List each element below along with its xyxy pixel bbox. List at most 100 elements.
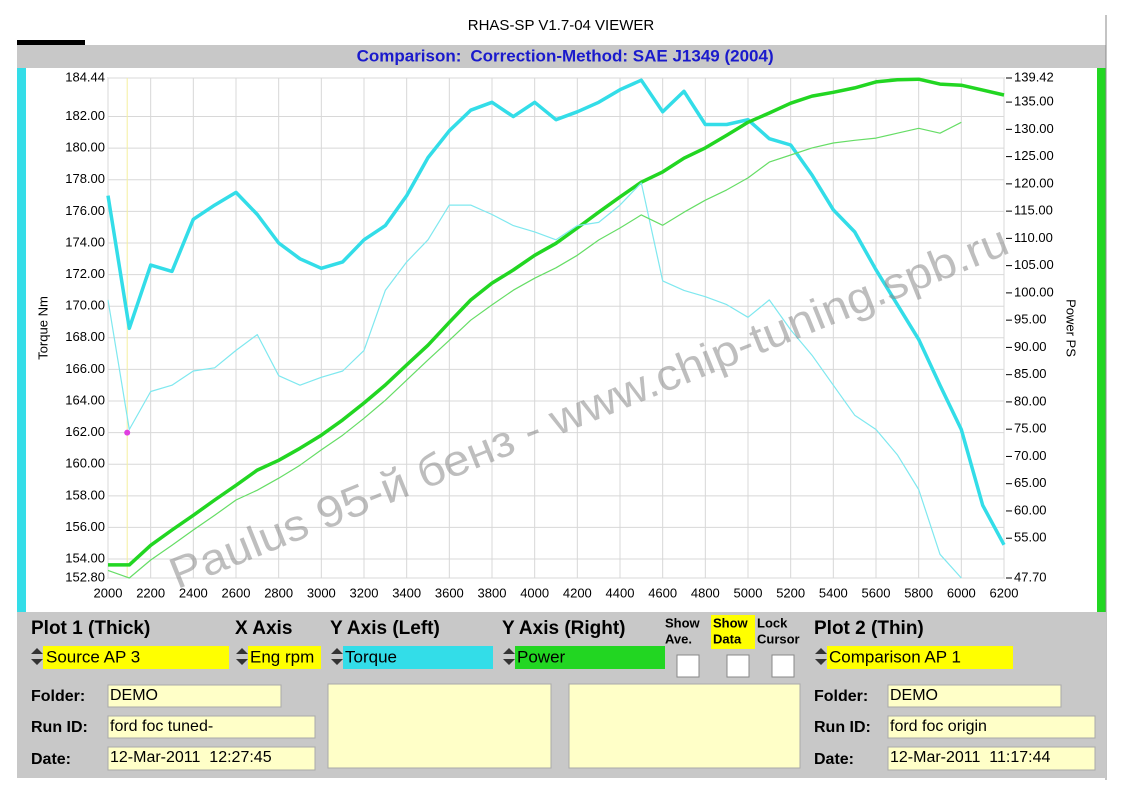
series-line: [107, 121, 962, 579]
x-tick-label: 4000: [520, 585, 549, 600]
field-value: DEMO: [110, 687, 158, 704]
selector-box: [343, 646, 493, 669]
y-tick-label: 152.80: [65, 569, 105, 584]
selector[interactable]: Torque: [331, 646, 493, 669]
field-label: Run ID:: [814, 719, 871, 736]
field-label: Folder:: [814, 688, 868, 705]
selector-box: [515, 646, 665, 669]
y-tick-label: 162.00: [65, 424, 105, 439]
x-tick-label: 4600: [648, 585, 677, 600]
x-tick-label: 2200: [136, 585, 165, 600]
selector[interactable]: Power: [503, 646, 665, 669]
status-box: [17, 40, 85, 46]
spin-arrows: [331, 648, 343, 665]
y-tick-label: 158.00: [65, 487, 105, 502]
x-tick-label: 6200: [990, 585, 1019, 600]
right-strip: [1097, 68, 1106, 612]
x-tick-label: 4200: [563, 585, 592, 600]
x-tick-label: 3800: [478, 585, 507, 600]
y2-tick-label: 125.00: [1014, 148, 1054, 163]
series-line: [106, 78, 1006, 546]
selector[interactable]: Source AP 3: [31, 646, 229, 669]
y2-tick-label: 65.00: [1014, 475, 1047, 490]
y-tick-label: 160.00: [65, 456, 105, 471]
x-tick-label: 5000: [734, 585, 763, 600]
plot2-label: Plot 2 (Thin): [814, 618, 924, 639]
y-tick-label: 168.00: [65, 329, 105, 344]
selector-text: Comparison AP 1: [829, 647, 961, 666]
y-tick-label: 182.00: [65, 108, 105, 123]
selector-box: [248, 646, 321, 669]
spin-arrows: [815, 648, 827, 665]
y2-tick-label: 120.00: [1014, 175, 1054, 190]
checkbox[interactable]: [771, 654, 795, 678]
selector-text: Torque: [345, 647, 397, 666]
y2-tick-label: 105.00: [1014, 257, 1054, 272]
spin-arrows: [503, 648, 515, 665]
y2-axis-label: Power PS: [1064, 299, 1079, 357]
selector-box: [827, 646, 1013, 669]
plot-area: [107, 77, 1005, 579]
show-ave: Ave.: [665, 631, 692, 646]
field-box: [887, 746, 1096, 771]
cursor-point: [124, 429, 131, 436]
x-tick-label: 3400: [392, 585, 421, 600]
y-tick-label: 154.00: [65, 550, 105, 565]
field-box: [887, 715, 1096, 739]
y2-tick-label: 85.00: [1014, 366, 1047, 381]
xaxis-label: X Axis: [235, 618, 292, 639]
selector-text: Eng rpm: [250, 647, 314, 666]
checkbox[interactable]: [726, 654, 750, 678]
x-tick-label: 3200: [350, 585, 379, 600]
field-label: Date:: [31, 751, 71, 768]
notes-box: [568, 683, 801, 769]
y2-tick-label: 110.00: [1014, 230, 1053, 245]
selector[interactable]: Comparison AP 1: [815, 646, 1013, 669]
lock-cursor: Cursor: [757, 631, 800, 646]
spin-arrows: [31, 648, 43, 665]
x-tick-label: 5800: [904, 585, 933, 600]
header-bar: [17, 45, 1106, 68]
plot: 2000 2200 2400 2600 2800 3000 3200 3400 3600 3800…: [35, 69, 1078, 600]
y-tick-label: 180.00: [65, 140, 105, 155]
y2-tick-label: 139.42: [1014, 69, 1054, 84]
y-tick-label: 156.00: [65, 519, 105, 534]
x-tick-label: 3600: [435, 585, 464, 600]
y-axis-label: Torque Nm: [35, 296, 50, 360]
x-tick-label: 5400: [819, 585, 848, 600]
selector-box: [43, 646, 229, 669]
show-data: Show: [713, 615, 749, 630]
y2-tick-label: 75.00: [1014, 421, 1047, 436]
x-tick-label: 2000: [94, 585, 123, 600]
x-tick-label: 6000: [947, 585, 976, 600]
left-strip: [17, 68, 26, 612]
y-tick-label: 184.44: [65, 69, 105, 84]
x-tick-label: 4800: [691, 585, 720, 600]
y2-tick-label: 115.00: [1014, 203, 1053, 218]
field-value: 12-Mar-2011 11:17:44: [890, 749, 1051, 766]
field-value: ford foc origin: [890, 718, 987, 735]
field-value: 12-Mar-2011 12:27:45: [110, 749, 272, 766]
yright-label: Y Axis (Right): [502, 618, 626, 639]
field-value: ford foc tuned-: [110, 718, 213, 735]
y-tick-label: 176.00: [65, 203, 105, 218]
selector[interactable]: Eng rpm: [236, 646, 321, 669]
selector-text: Source AP 3: [46, 647, 140, 666]
y-tick-label: 164.00: [65, 392, 105, 407]
lock-cursor: Lock: [757, 615, 788, 630]
y-tick-label: 174.00: [65, 234, 105, 249]
plot1-label: Plot 1 (Thick): [31, 618, 150, 639]
field-label: Date:: [814, 751, 854, 768]
field-label: Folder:: [31, 688, 85, 705]
y-tick-label: 178.00: [65, 171, 105, 186]
checkbox[interactable]: [676, 654, 700, 678]
y2-tick-label: 95.00: [1014, 312, 1047, 327]
y2-tick-label: 55.00: [1014, 530, 1047, 545]
y2-tick-label: 130.00: [1014, 121, 1054, 136]
x-tick-label: 2400: [179, 585, 208, 600]
x-tick-label: 2600: [222, 585, 251, 600]
y2-tick-label: 47.70: [1014, 569, 1047, 584]
comparison-label: Comparison:: [357, 46, 462, 65]
series-line: [107, 182, 962, 579]
